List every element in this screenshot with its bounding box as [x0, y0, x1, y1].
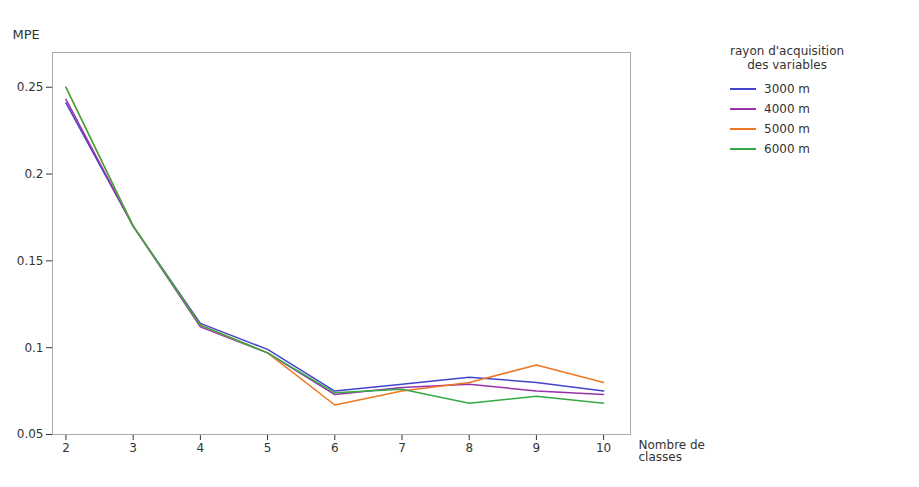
svg-text:0.05: 0.05 — [17, 427, 44, 441]
svg-text:0.25: 0.25 — [17, 80, 44, 94]
svg-text:3: 3 — [129, 441, 137, 455]
svg-text:4: 4 — [197, 441, 205, 455]
svg-text:5: 5 — [264, 441, 272, 455]
svg-text:0.15: 0.15 — [17, 254, 44, 268]
svg-text:10: 10 — [596, 441, 611, 455]
html-text:rayon d'acquisition des variab: rayon d'acquisition des variables — [730, 44, 845, 72]
svg-text:9: 9 — [533, 441, 541, 455]
svg-text:Nombre declasses: Nombre declasses — [639, 438, 706, 464]
html-text:4000 m: 4000 m — [764, 102, 810, 116]
svg-text:2: 2 — [62, 441, 70, 455]
svg-text:6: 6 — [331, 441, 339, 455]
svg-text:7: 7 — [398, 441, 406, 455]
svg-text:MPE: MPE — [13, 27, 40, 42]
html-text:6000 m: 6000 m — [764, 142, 810, 156]
html-text:3000 m: 3000 m — [764, 82, 810, 96]
svg-text:0.1: 0.1 — [24, 341, 43, 355]
html-text:5000 m: 5000 m — [764, 122, 810, 136]
svg-text:0.2: 0.2 — [24, 167, 43, 181]
svg-text:8: 8 — [465, 441, 473, 455]
